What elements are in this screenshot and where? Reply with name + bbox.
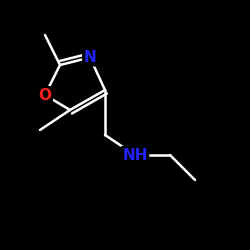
Text: O: O [38,88,52,102]
Text: NH: NH [122,148,148,162]
Text: N: N [84,50,96,65]
